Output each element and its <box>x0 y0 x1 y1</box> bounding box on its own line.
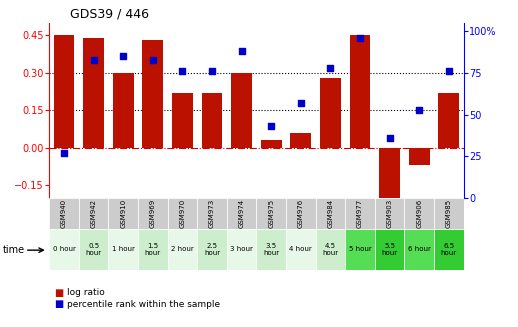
Text: 5 hour: 5 hour <box>349 246 371 252</box>
Bar <box>256 229 286 270</box>
Text: GSM973: GSM973 <box>209 199 215 228</box>
Bar <box>261 140 282 148</box>
Bar <box>197 198 227 229</box>
Bar <box>315 229 345 270</box>
Text: 0.5
hour: 0.5 hour <box>85 243 102 256</box>
Bar <box>379 148 400 198</box>
Bar <box>168 229 197 270</box>
Bar <box>79 198 108 229</box>
Bar <box>375 229 405 270</box>
Bar <box>138 198 168 229</box>
Text: GSM903: GSM903 <box>386 199 393 228</box>
Bar <box>202 93 222 148</box>
Point <box>385 135 394 141</box>
Point <box>119 54 127 59</box>
Point <box>90 57 98 62</box>
Bar <box>108 229 138 270</box>
Text: GSM976: GSM976 <box>298 199 304 228</box>
Point <box>297 100 305 106</box>
Bar <box>405 229 434 270</box>
Bar <box>113 73 134 148</box>
Text: GSM974: GSM974 <box>239 199 244 228</box>
Bar <box>409 148 429 165</box>
Text: 6.5
hour: 6.5 hour <box>441 243 457 256</box>
Bar <box>142 41 163 148</box>
Bar <box>438 93 459 148</box>
Text: 1 hour: 1 hour <box>112 246 135 252</box>
Bar <box>83 38 104 148</box>
Bar <box>231 73 252 148</box>
Bar <box>405 198 434 229</box>
Bar <box>291 133 311 148</box>
Bar <box>227 229 256 270</box>
Point <box>444 69 453 74</box>
Text: GSM975: GSM975 <box>268 199 274 228</box>
Text: GSM970: GSM970 <box>179 199 185 228</box>
Text: percentile rank within the sample: percentile rank within the sample <box>67 300 221 309</box>
Bar <box>345 229 375 270</box>
Bar <box>108 198 138 229</box>
Text: 2.5
hour: 2.5 hour <box>204 243 220 256</box>
Bar <box>434 229 464 270</box>
Point <box>356 35 364 41</box>
Text: GSM906: GSM906 <box>416 199 422 228</box>
Bar <box>168 198 197 229</box>
Bar <box>197 229 227 270</box>
Bar <box>286 229 315 270</box>
Text: ■: ■ <box>54 288 64 298</box>
Text: GSM985: GSM985 <box>446 199 452 228</box>
Bar <box>79 229 108 270</box>
Bar <box>49 198 79 229</box>
Bar <box>256 198 286 229</box>
Bar <box>172 93 193 148</box>
Text: GSM942: GSM942 <box>91 199 97 228</box>
Text: 4.5
hour: 4.5 hour <box>322 243 338 256</box>
Point <box>267 124 276 129</box>
Bar <box>227 198 256 229</box>
Bar <box>49 229 79 270</box>
Bar <box>434 198 464 229</box>
Bar <box>320 78 341 148</box>
Text: GSM984: GSM984 <box>327 199 334 228</box>
Point <box>208 69 216 74</box>
Bar <box>375 198 405 229</box>
Point <box>415 107 423 112</box>
Bar <box>138 229 168 270</box>
Text: 3 hour: 3 hour <box>230 246 253 252</box>
Bar <box>286 198 315 229</box>
Text: 2 hour: 2 hour <box>171 246 194 252</box>
Point <box>237 49 246 54</box>
Point <box>326 65 335 71</box>
Text: time: time <box>3 245 25 255</box>
Point <box>178 69 186 74</box>
Text: GSM977: GSM977 <box>357 199 363 228</box>
Point <box>60 150 68 155</box>
Text: 3.5
hour: 3.5 hour <box>263 243 279 256</box>
Text: GSM940: GSM940 <box>61 199 67 228</box>
Text: 0 hour: 0 hour <box>52 246 76 252</box>
Bar <box>315 198 345 229</box>
Bar <box>54 35 75 148</box>
Text: 1.5
hour: 1.5 hour <box>145 243 161 256</box>
Text: GSM969: GSM969 <box>150 199 156 228</box>
Point <box>149 57 157 62</box>
Text: GDS39 / 446: GDS39 / 446 <box>70 7 149 20</box>
Text: 4 hour: 4 hour <box>290 246 312 252</box>
Text: 5.5
hour: 5.5 hour <box>382 243 398 256</box>
Text: GSM910: GSM910 <box>120 199 126 228</box>
Bar <box>345 198 375 229</box>
Text: ■: ■ <box>54 299 64 309</box>
Text: 6 hour: 6 hour <box>408 246 430 252</box>
Bar <box>350 35 370 148</box>
Text: log ratio: log ratio <box>67 288 105 297</box>
